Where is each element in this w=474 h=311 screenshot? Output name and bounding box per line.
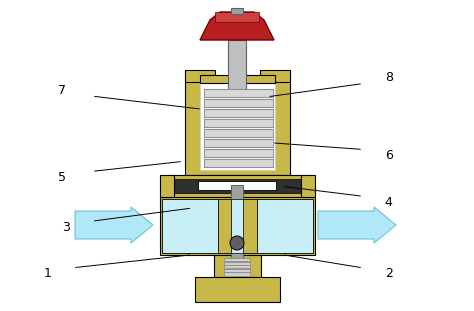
FancyArrow shape bbox=[75, 207, 153, 243]
Text: 6: 6 bbox=[385, 149, 392, 162]
FancyArrow shape bbox=[318, 207, 396, 243]
Text: 2: 2 bbox=[385, 267, 392, 280]
Polygon shape bbox=[200, 12, 274, 40]
Bar bbox=[231, 185, 243, 265]
Bar bbox=[228, 40, 246, 95]
Text: 8: 8 bbox=[385, 71, 392, 84]
Bar bbox=[214, 255, 261, 277]
Bar bbox=[160, 197, 315, 255]
Text: 5: 5 bbox=[58, 171, 65, 184]
Bar bbox=[200, 83, 275, 170]
Text: 7: 7 bbox=[58, 84, 65, 97]
Bar bbox=[231, 8, 243, 14]
Text: 1: 1 bbox=[44, 267, 51, 280]
Bar bbox=[224, 265, 250, 268]
Bar bbox=[224, 272, 250, 276]
Bar bbox=[204, 109, 273, 117]
Bar bbox=[204, 119, 273, 127]
Bar bbox=[200, 75, 275, 83]
Bar bbox=[260, 70, 290, 82]
Bar bbox=[224, 269, 250, 272]
Circle shape bbox=[230, 236, 244, 250]
Bar bbox=[231, 199, 243, 253]
Bar bbox=[204, 89, 273, 97]
Bar bbox=[204, 149, 273, 157]
Bar bbox=[224, 258, 250, 261]
Bar bbox=[224, 262, 250, 265]
Bar bbox=[204, 159, 273, 167]
Bar bbox=[204, 139, 273, 147]
Bar bbox=[218, 199, 257, 253]
Bar bbox=[204, 129, 273, 137]
Bar bbox=[215, 12, 259, 22]
Text: 4: 4 bbox=[385, 196, 392, 209]
Bar bbox=[185, 70, 215, 82]
Bar bbox=[204, 99, 273, 107]
Bar bbox=[185, 78, 290, 175]
Bar bbox=[162, 199, 220, 253]
Bar bbox=[198, 181, 276, 190]
Bar bbox=[170, 179, 305, 193]
Bar bbox=[195, 277, 280, 302]
Bar bbox=[255, 199, 313, 253]
Bar bbox=[170, 175, 305, 200]
Bar bbox=[160, 175, 174, 197]
Bar bbox=[301, 175, 315, 197]
Text: 3: 3 bbox=[63, 220, 70, 234]
